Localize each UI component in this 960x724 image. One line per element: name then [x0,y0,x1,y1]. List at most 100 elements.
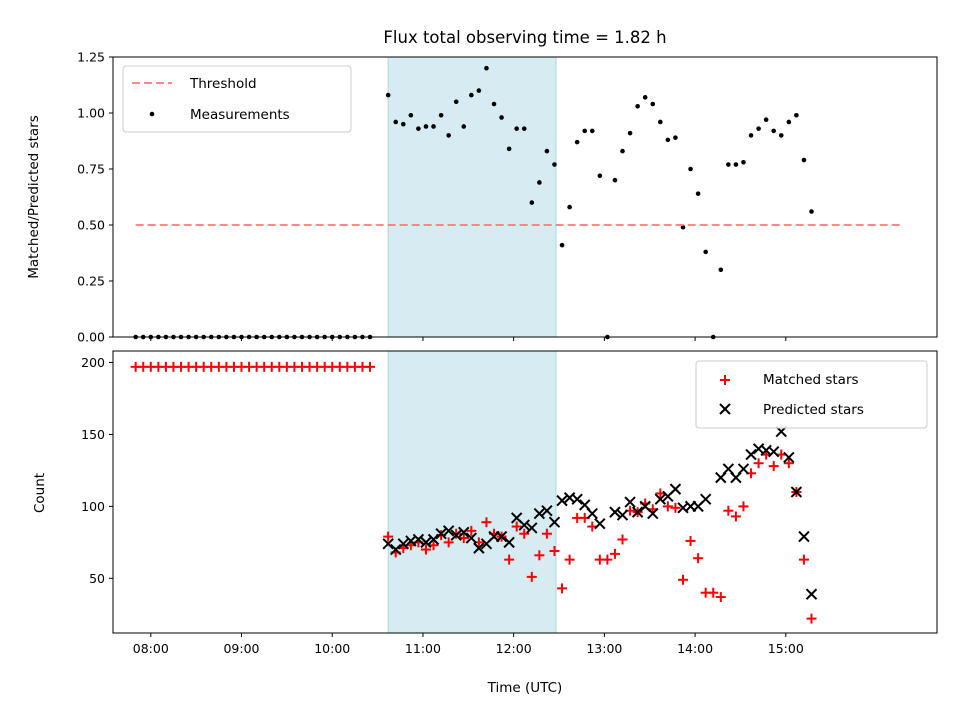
count-y-axis-label: Count [32,473,48,513]
measurement-point [446,133,451,138]
matched-star-point [738,501,749,512]
predicted-star-stroke [647,507,659,520]
measurement-point [582,128,588,134]
measurement-point [552,162,557,167]
measurement-point [642,95,648,100]
ratio-panel: Flux total observing time = 1.82 h 0.00 0… [26,28,938,345]
matched-star-point [783,458,794,469]
predicted-star-stroke [677,502,689,514]
predicted-star-point [450,529,462,541]
predicted-star-stroke [503,536,515,549]
measurement-point [385,92,391,98]
chart-title: Flux total observing time = 1.82 h [383,28,666,47]
ratio-legend-box [122,65,352,133]
matched-star-point [511,521,522,532]
predicted-star-stroke [556,494,568,507]
ratio-y-tick-label: 1.25 [77,50,105,65]
matched-star-point [420,544,431,555]
predicted-star-stroke [616,509,629,521]
predicted-stars-points [382,425,818,600]
measurement-point [574,139,580,145]
x-tick-label: 10:00 [314,641,350,656]
predicted-star-stroke [442,525,455,537]
ratio-legend: Threshold Measurements [122,65,352,133]
measurement-point [423,124,429,129]
predicted-star-stroke [541,504,553,517]
measurement-point [453,99,459,105]
count-y-tick-label: 200 [81,355,105,370]
matched-star-point [541,528,552,539]
measurement-point [650,101,656,107]
measurement-point [589,128,595,134]
measurement-point [559,242,565,248]
predicted-star-point [420,536,432,549]
measurement-point [393,119,399,125]
predicted-star-stroke [397,538,409,550]
predicted-star-stroke [631,506,644,518]
matched-star-point [670,502,681,513]
predicted-star-stroke [722,463,735,475]
predicted-star-stroke [768,446,780,458]
measurement-point [703,249,708,255]
matched-star-point [723,505,734,516]
matched-star-point [708,587,719,598]
measurement-point [786,119,792,125]
predicted-star-point [571,493,583,505]
predicted-star-point [390,543,402,556]
measurement-point [801,157,807,163]
predicted-star-stroke [798,530,810,543]
measurement-point [597,173,603,179]
measurement-point [695,191,701,196]
predicted-star-point [783,451,795,464]
measurement-point [733,162,739,167]
predicted-star-point [798,530,810,543]
predicted-star-point [790,486,803,498]
measurement-point [763,117,769,123]
measurement-point [567,204,572,210]
measurement-point [521,126,527,131]
predicted-star-point [654,493,667,505]
matched-star-point [383,531,394,542]
measurement-point [529,200,535,205]
threshold-legend-label: Threshold [189,76,257,92]
predicted-legend-label: Predicted stars [763,402,864,418]
matched-star-point [504,554,515,565]
measurement-point [688,166,693,172]
measurement-point [658,119,663,125]
matched-star-point [534,550,545,561]
predicted-star-point [458,526,470,538]
predicted-star-stroke [783,451,795,464]
measurement-point [794,112,799,118]
matched-star-point [768,461,779,472]
predicted-star-point [609,506,621,518]
count-axes-frame [112,350,938,634]
count-legend-box [695,360,928,429]
measurement-point [506,146,512,152]
ratio-y-tick-label: 0.00 [77,330,105,345]
count-y-tick-label: 50 [89,571,105,586]
measurement-point [771,128,777,134]
predicted-star-point [805,588,818,600]
predicted-star-stroke [805,588,818,600]
predicted-star-stroke [465,532,478,544]
predicted-star-point [768,446,780,458]
x-tick-label: 08:00 [133,641,169,656]
measurement-point [476,88,482,93]
matched-star-point [519,528,530,539]
predicted-star-point [669,483,682,495]
x-tick-label: 12:00 [496,641,532,656]
measurement-point [741,159,746,165]
predicted-star-point [616,509,629,521]
predicted-star-stroke [586,507,598,520]
predicted-star-stroke [669,483,682,495]
predicted-star-stroke [571,493,583,505]
ratio-y-tick-label: 0.75 [77,162,105,177]
predicted-star-point [526,522,538,534]
predicted-star-point [465,532,478,544]
measurement-point [438,112,444,118]
x-tick-label: 09:00 [223,641,259,656]
predicted-star-stroke [699,493,712,505]
predicted-star-stroke [624,496,636,508]
predicted-star-point [548,516,561,528]
matched-star-point [662,501,673,512]
